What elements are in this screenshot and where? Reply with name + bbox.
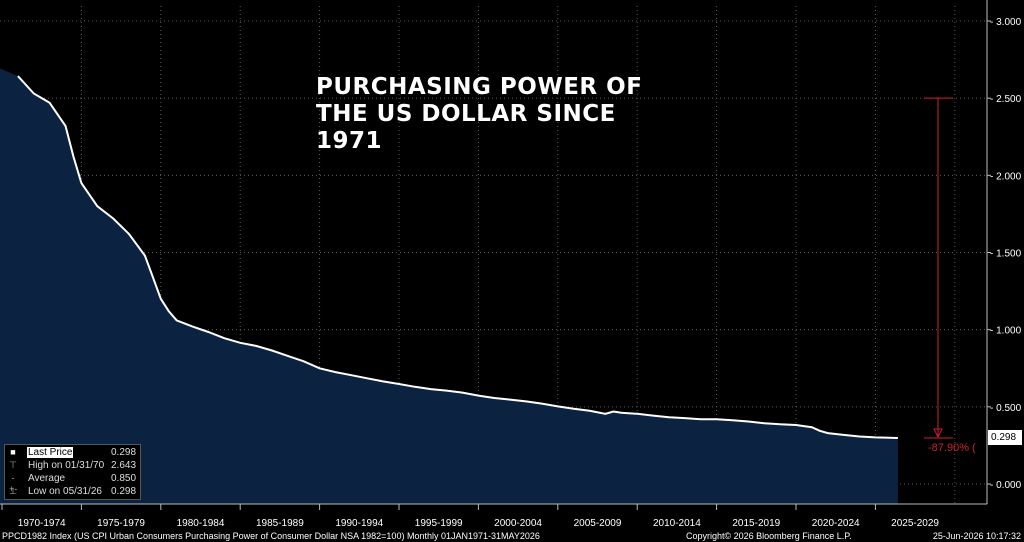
footer: PPCD1982 Index (US CPI Urban Consumers P…	[0, 530, 1024, 542]
average-marker-icon: -+-	[9, 473, 18, 494]
chart-title: PURCHASING POWER OF THE US DOLLAR SINCE …	[316, 74, 643, 154]
series-line	[17, 75, 898, 439]
x-tick-label: 1990-1994	[335, 518, 383, 529]
x-tick-label: 1970-1974	[18, 518, 66, 529]
legend-value: 0.298	[111, 486, 137, 497]
legend-label: Average	[28, 473, 66, 484]
annotation-change-label: -87.90% (	[928, 442, 976, 454]
legend-row-high: ⊤ High on 01/31/70 2.643	[5, 460, 140, 471]
y-tick-label: - 0.000	[990, 480, 1022, 491]
legend-label: Last Price	[27, 447, 74, 458]
footer-ticker-description: PPCD1982 Index (US CPI Urban Consumers P…	[2, 531, 540, 541]
y-tick-label: - 1.000	[990, 326, 1022, 337]
last-value-tag: 0.298	[988, 430, 1022, 445]
x-tick-label: 2005-2009	[574, 518, 622, 529]
x-tick-label: 2000-2004	[494, 518, 542, 529]
x-tick-label: 1980-1984	[177, 518, 225, 529]
legend-value: 0.298	[111, 447, 137, 458]
checkbox-icon[interactable]: ■	[10, 447, 16, 457]
x-tick-label: 2010-2014	[653, 518, 701, 529]
legend-value: 0.850	[111, 473, 137, 484]
x-axis-ticks: 1970-1974 1975-1979 1980-1984 1985-1989 1990…	[1, 504, 939, 529]
y-axis-ticks: - 3.000 - 2.500 - 2.000 - 1.500 - 1.000 - 0.5…	[987, 17, 1022, 491]
legend-label: Low on 05/31/26	[28, 486, 102, 497]
legend-value: 2.643	[111, 460, 137, 471]
x-tick-label: 1985-1989	[256, 518, 304, 529]
low-marker-icon: ⊥	[9, 486, 17, 496]
legend: ■ Last Price 0.298 ⊤ High on 01/31/70 2.…	[4, 444, 141, 500]
x-tick-label: 1995-1999	[415, 518, 463, 529]
series-area-fill	[0, 68, 898, 505]
y-tick-label: - 3.000	[990, 17, 1022, 28]
footer-timestamp: 25-Jun-2026 10:17:32	[932, 531, 1021, 541]
change-annotation: -87.90% (	[924, 97, 976, 454]
footer-copyright: Copyright© 2026 Bloomberg Finance L.P.	[686, 531, 852, 541]
legend-row-low: ⊥ Low on 05/31/26 0.298	[5, 486, 140, 497]
y-tick-label: - 0.500	[990, 403, 1022, 414]
legend-row-last-price[interactable]: ■ Last Price 0.298	[5, 447, 140, 458]
y-tick-label: - 2.000	[990, 171, 1022, 182]
x-tick-label: 2025-2029	[891, 518, 939, 529]
x-tick-label: 2015-2019	[732, 518, 780, 529]
legend-label: High on 01/31/70	[28, 460, 105, 471]
x-tick-label: 1975-1979	[97, 518, 145, 529]
annotation-arrow-head	[933, 428, 943, 439]
legend-row-average: -+- Average 0.850	[5, 473, 140, 494]
y-tick-label: - 2.500	[990, 94, 1022, 105]
x-tick-label: 2020-2024	[812, 518, 860, 529]
y-tick-label: - 1.500	[990, 249, 1022, 260]
high-marker-icon: ⊤	[9, 460, 17, 470]
